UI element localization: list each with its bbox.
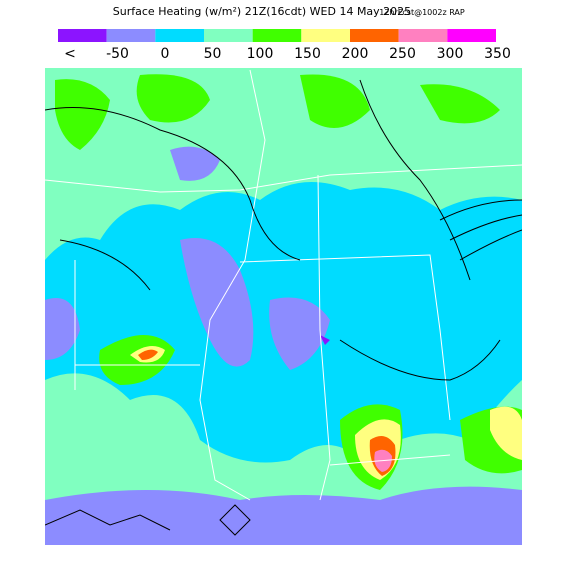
legend-label: 100 bbox=[247, 46, 274, 62]
legend-label: 150 bbox=[294, 46, 321, 62]
legend-swatch bbox=[398, 29, 448, 42]
legend-label: 50 bbox=[204, 46, 222, 62]
legend-label: < bbox=[64, 46, 76, 62]
title: Surface Heating (w/m²) 21Z(16cdt) WED 14… bbox=[113, 5, 411, 18]
legend-swatch bbox=[301, 29, 350, 42]
legend-swatch bbox=[350, 29, 399, 42]
map-field bbox=[45, 68, 522, 545]
legend-swatch bbox=[106, 29, 156, 42]
legend-label: 300 bbox=[437, 46, 464, 62]
legend-swatch bbox=[204, 29, 253, 42]
legend-label: 250 bbox=[389, 46, 416, 62]
legend-label: 0 bbox=[161, 46, 170, 62]
legend: < -50 0 50 100 150 200 250 300 350 bbox=[58, 29, 511, 62]
legend-swatch bbox=[155, 29, 204, 42]
legend-swatch bbox=[252, 29, 302, 42]
legend-label: 200 bbox=[342, 46, 369, 62]
legend-label: 350 bbox=[484, 46, 511, 62]
model-label: 12hrFcst@1002z RAP bbox=[379, 8, 465, 17]
legend-swatch bbox=[447, 29, 496, 42]
legend-swatch bbox=[58, 29, 107, 42]
legend-label: -50 bbox=[106, 46, 129, 62]
